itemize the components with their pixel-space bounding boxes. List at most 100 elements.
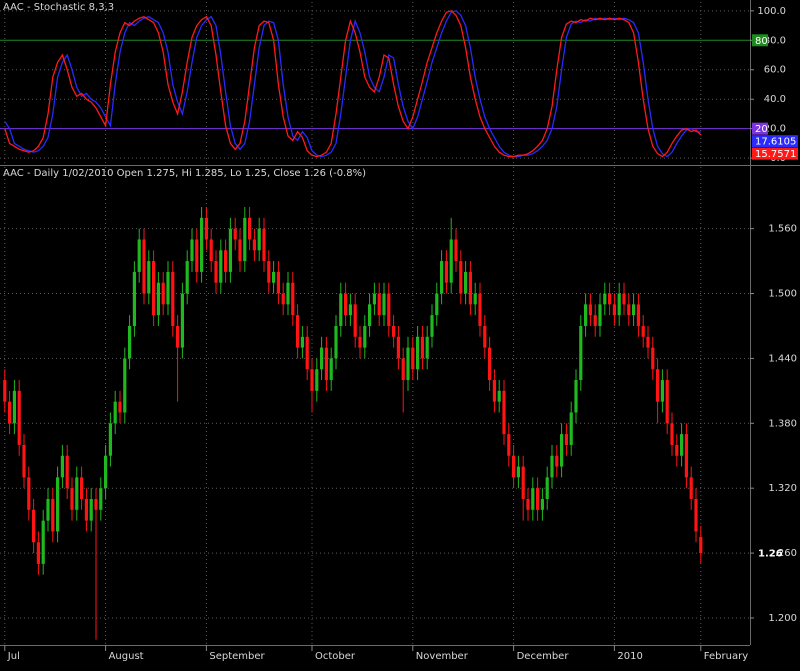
value-box [752, 135, 798, 148]
candle-body [406, 347, 410, 381]
candle-body [243, 217, 247, 262]
candle-body [123, 358, 127, 413]
candle-body [521, 466, 525, 500]
candle-body [267, 261, 271, 283]
candle-body [372, 293, 376, 305]
candle-body [94, 499, 98, 510]
candle-body [492, 380, 496, 402]
candle-body [281, 293, 285, 305]
candle-body [363, 325, 367, 348]
candle-body [689, 477, 693, 500]
stochastic-title: AAC - Stochastic 8,3,3 [3, 2, 114, 13]
candle-body [440, 261, 444, 294]
candle-body [104, 455, 108, 489]
candle-body [612, 304, 616, 316]
candle-body [190, 239, 194, 262]
candle-body [420, 336, 424, 359]
candle-body [65, 455, 69, 489]
candle-body [660, 380, 664, 402]
candle-body [536, 488, 540, 510]
price-title: AAC - Daily 1/02/2010 Open 1.275, Hi 1.2… [3, 168, 366, 179]
candle-body [22, 444, 26, 478]
candle-body [468, 271, 472, 305]
value-box-label: 20 [755, 124, 768, 135]
x-tick-label: Jul [7, 651, 20, 662]
candle-body [425, 336, 429, 359]
candle-body [531, 488, 535, 510]
value-box-label: 15.7571 [755, 149, 796, 160]
candle-body [593, 315, 597, 326]
candle-body [382, 293, 386, 316]
candle-body [694, 499, 698, 532]
y-tick-label: 80.0 [764, 35, 786, 46]
candle-body [296, 315, 300, 348]
candle-body [137, 239, 141, 272]
x-tick-label: November [416, 651, 469, 662]
x-tick-label: October [315, 651, 356, 662]
candle-body [276, 271, 280, 294]
candle-body [12, 390, 16, 424]
candle-body [84, 499, 88, 521]
candle-body [617, 293, 621, 316]
candle-body [646, 336, 650, 348]
y-tick-label: 100.0 [757, 6, 786, 17]
candle-body [305, 336, 309, 370]
candle-body [459, 261, 463, 294]
candle-body [392, 325, 396, 337]
candle-body [315, 369, 319, 391]
candle-body [540, 499, 544, 510]
candle-body [180, 293, 184, 348]
candle-body [665, 380, 669, 424]
candle-body [545, 477, 549, 500]
last-price-box [756, 547, 776, 560]
candle-body [670, 423, 674, 445]
y-tick-label: 1.260 [768, 548, 797, 559]
y-tick-label: 20.0 [764, 124, 786, 135]
candle-body [512, 455, 516, 478]
candle-body [252, 239, 256, 251]
candle-body [56, 477, 60, 532]
candle-body [454, 239, 458, 262]
y-tick-label: 1.320 [768, 483, 797, 494]
candle-body [656, 369, 660, 402]
candle-body [291, 282, 295, 316]
candle-body [171, 271, 175, 326]
candle-body [70, 488, 74, 510]
value-box-label: 17.6105 [755, 137, 796, 148]
candle-body [99, 488, 103, 510]
candle-body [272, 271, 276, 283]
candle-body [699, 536, 703, 554]
candle-body [348, 304, 352, 316]
x-tick-label: February [704, 651, 748, 662]
candle-body [166, 271, 170, 305]
candle-body [435, 293, 439, 316]
candle-body [132, 271, 136, 326]
candle-body [142, 239, 146, 294]
value-box [752, 147, 798, 160]
candle-body [507, 434, 511, 456]
candle-body [411, 347, 415, 370]
candle-body [416, 336, 420, 370]
candle-body [75, 477, 79, 510]
candle-body [262, 228, 266, 262]
candle-body [224, 250, 228, 272]
candle-body [396, 336, 400, 359]
candle-body [588, 304, 592, 316]
value-box [752, 122, 768, 135]
candle-body [36, 542, 40, 564]
x-tick-label: December [517, 651, 570, 662]
candle-body [651, 347, 655, 370]
candle-body [353, 304, 357, 337]
candle-body [3, 380, 7, 402]
candle-body [488, 347, 492, 381]
x-tick-label: September [209, 651, 265, 662]
candle-body [195, 239, 199, 272]
candle-body [118, 401, 122, 413]
candle-body [444, 261, 448, 283]
candle-body [300, 336, 304, 348]
candle-body [358, 336, 362, 348]
candle-body [483, 325, 487, 348]
candle-body [32, 509, 36, 543]
candle-body [627, 304, 631, 316]
candle-body [684, 434, 688, 478]
